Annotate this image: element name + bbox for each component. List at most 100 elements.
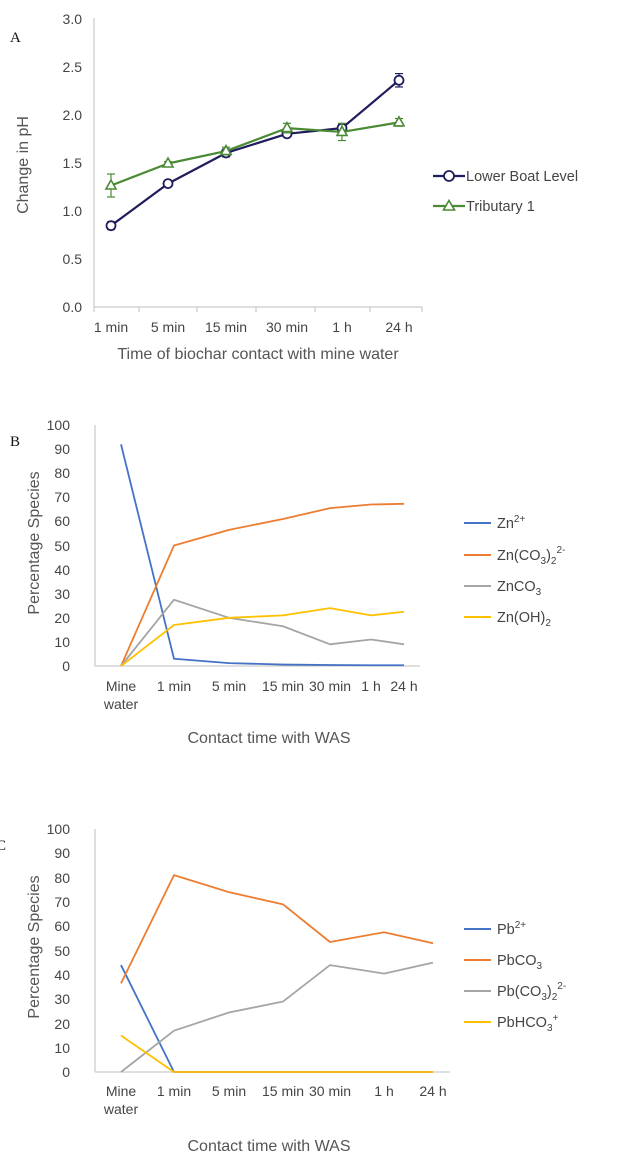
panel-c-ytick: 100 (47, 821, 71, 837)
series-line-zn-oh-2 (120, 607, 405, 667)
panel-b: B 0 10 20 30 40 50 60 70 80 90 100 Mine … (10, 417, 565, 747)
panel-c-ytick: 90 (54, 845, 70, 861)
panel-b-y-axis-title: Percentage Species (26, 471, 43, 614)
panel-b-ytick: 20 (54, 610, 70, 626)
legend-label-pb-co3-2: Pb(CO3)22- (497, 981, 566, 1003)
legend-text-part: Zn(CO (497, 548, 541, 564)
legend-label-znco3: ZnCO3 (497, 579, 542, 598)
panel-b-ytick: 10 (54, 634, 70, 650)
panel-b-legend: Zn2+ Zn(CO3)22- ZnCO3 Zn(OH)2 (464, 514, 565, 629)
panel-b-xtick: 5 min (212, 678, 246, 694)
panel-b-xtick: water (103, 696, 139, 712)
panel-c: C 0 10 20 30 40 50 60 70 80 90 100 Mine … (0, 821, 566, 1155)
legend-text-part: 2 (545, 618, 551, 629)
legend-text-part: 3 (537, 961, 543, 972)
panel-b-letter: B (10, 434, 20, 450)
legend-text-part: ZnCO (497, 579, 536, 595)
legend-text-part: Pb(CO (497, 984, 541, 1000)
panel-a-xtick: 30 min (266, 319, 308, 335)
legend-text-part: 3 (536, 587, 542, 598)
panel-a-ytick: 0.0 (63, 299, 83, 315)
panel-a-ytick: 3.0 (63, 11, 83, 27)
panel-c-legend: Pb2+ PbCO3 Pb(CO3)22- PbHCO3+ (464, 920, 566, 1034)
panel-c-ytick: 10 (54, 1040, 70, 1056)
series-line-zn2 (120, 444, 404, 667)
panel-c-plot-area (120, 874, 434, 1073)
panel-c-ytick: 60 (54, 918, 70, 934)
series-line-znco3 (120, 598, 405, 667)
panel-a-ytick: 0.5 (63, 251, 83, 267)
panel-c-ytick: 70 (54, 894, 70, 910)
legend-text-part: Zn (497, 516, 514, 532)
panel-b-ytick: 40 (54, 562, 70, 578)
panel-a-plot-area (93, 72, 423, 312)
legend-text-part: 3 (547, 1023, 553, 1034)
legend-text-part: + (553, 1013, 559, 1024)
series-line-zn-co3-22 (120, 502, 405, 667)
series-line-pbco3 (120, 874, 434, 984)
legend-text-part: ) (546, 548, 551, 564)
legend-label-tributary-1: Tributary 1 (466, 199, 535, 215)
legend-text-part: 3 (541, 556, 547, 567)
panel-b-ytick: 90 (54, 441, 70, 457)
panel-c-xtick: 30 min (309, 1083, 351, 1099)
panel-c-xtick: 15 min (262, 1083, 304, 1099)
data-point-tributary-1 (280, 120, 294, 133)
panel-a-letter: A (10, 30, 21, 46)
panel-a-ytick: 2.0 (63, 107, 83, 123)
panel-a-xtick: 5 min (151, 319, 185, 335)
panel-c-xtick: 1 min (157, 1083, 191, 1099)
legend-text-part: 2+ (515, 920, 527, 931)
panel-b-ytick: 0 (62, 658, 70, 674)
panel-b-ytick: 60 (54, 513, 70, 529)
data-point-tributary-1 (161, 156, 175, 168)
legend-marker-tributary-1 (442, 198, 456, 211)
panel-b-xtick: 1 min (157, 678, 191, 694)
legend-text-part: 2+ (514, 514, 526, 525)
legend-label-pb2: Pb2+ (497, 920, 526, 938)
legend-text-part: Zn(OH) (497, 610, 545, 626)
panel-b-ytick: 80 (54, 465, 70, 481)
data-point-lower-boat-level (105, 220, 117, 232)
data-point-tributary-1 (392, 115, 406, 127)
legend-marker-lower-boat-level (443, 170, 455, 182)
panel-b-ytick: 30 (54, 586, 70, 602)
panel-c-y-axis-title: Percentage Species (26, 875, 43, 1018)
panel-a-ytick: 1.5 (63, 155, 83, 171)
series-line-lower-boat-level (110, 79, 400, 227)
panel-a-y-axis-title: Change in pH (15, 116, 32, 214)
legend-text-part: 2- (556, 545, 565, 556)
panel-c-ytick: 40 (54, 967, 70, 983)
data-point-tributary-1 (104, 178, 118, 190)
panel-b-xtick: 1 h (361, 678, 380, 694)
legend-label-zn2: Zn2+ (497, 514, 525, 532)
legend-label-lower-boat-level: Lower Boat Level (466, 169, 578, 185)
panel-b-ytick: 50 (54, 538, 70, 554)
data-point-lower-boat-level (162, 178, 174, 189)
panel-c-ytick: 0 (62, 1064, 70, 1080)
legend-label-zn-co3-2: Zn(CO3)22- (497, 545, 565, 567)
series-line-tributary-1 (110, 121, 400, 187)
legend-text-part: PbCO (497, 953, 537, 969)
panel-b-plot-area (120, 444, 405, 667)
legend-text-part: Pb (497, 922, 515, 938)
panel-b-xtick: Mine (106, 678, 137, 694)
panel-b-xtick: 24 h (390, 678, 417, 694)
panel-b-ytick: 100 (47, 417, 71, 433)
panel-a-ytick: 1.0 (63, 203, 83, 219)
data-point-tributary-1 (219, 143, 233, 156)
panel-b-xtick: 15 min (262, 678, 304, 694)
panel-a-ytick: 2.5 (63, 59, 83, 75)
panel-c-xtick: 24 h (419, 1083, 446, 1099)
data-point-lower-boat-level (393, 74, 405, 86)
panel-b-x-axis-title: Contact time with WAS (187, 730, 350, 747)
legend-label-pbhco3: PbHCO3+ (497, 1013, 559, 1034)
legend-text-part: ) (547, 984, 552, 1000)
legend-label-pbco3: PbCO3 (497, 953, 543, 972)
series-line-pb2 (120, 964, 433, 1073)
series-line-pbhco3 (120, 1034, 433, 1073)
panel-a-xtick: 24 h (385, 319, 412, 335)
panel-a-xtick: 15 min (205, 319, 247, 335)
data-point-tributary-1 (335, 124, 349, 137)
